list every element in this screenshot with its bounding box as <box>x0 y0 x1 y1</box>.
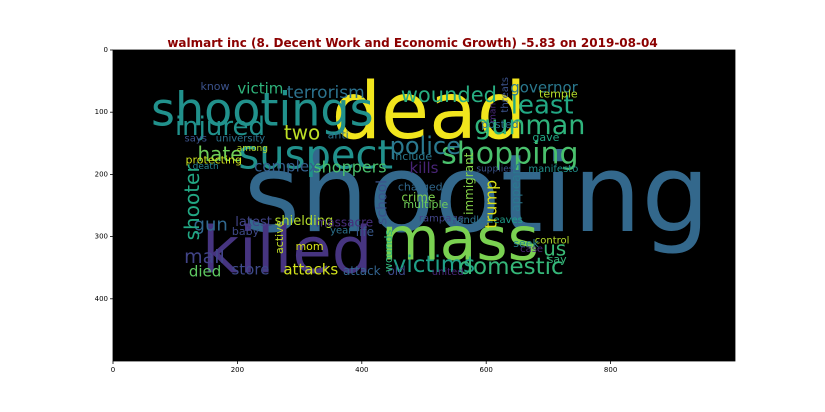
word-seek: seek <box>513 237 539 250</box>
word-say: say <box>548 253 567 266</box>
word-anti: anti <box>328 129 349 142</box>
word-governor: governor <box>510 78 578 96</box>
word-dead: dead <box>332 67 527 157</box>
word-active: active <box>273 220 286 254</box>
word-kills: kills <box>409 159 438 177</box>
word-injured: injured <box>175 112 265 142</box>
y-tick-label: 200 <box>95 170 108 178</box>
y-tick-label: 300 <box>95 233 108 241</box>
y-tick-label: 100 <box>95 108 108 116</box>
word-victim: victim <box>237 80 283 98</box>
plot-frame <box>112 49 736 362</box>
word-wounds: wounds <box>382 229 395 272</box>
word-immigrant: immigrant <box>462 152 476 215</box>
word-rampage: rampage <box>419 214 464 225</box>
word-know: know <box>200 80 229 93</box>
word-us: us <box>543 236 566 260</box>
word-life: life <box>356 225 374 239</box>
word-gun: gun <box>194 214 228 235</box>
word-least: least <box>511 90 574 120</box>
word-wounded: wounded <box>401 83 497 107</box>
word-latest: latest <box>235 215 272 230</box>
word-shoppers: shoppers <box>313 157 386 176</box>
word-terrorism: terrorism <box>287 83 365 103</box>
word-gave: gave <box>532 131 559 144</box>
word-attack: attack <box>343 264 381 278</box>
y-tick-label: 400 <box>95 295 108 303</box>
word-baby: baby <box>232 225 260 238</box>
word-complex: complex <box>254 157 318 175</box>
x-tick-label: 800 <box>604 366 617 374</box>
word-attacks: attacks <box>283 261 338 279</box>
word-says: says <box>184 133 206 144</box>
word-shooter: shooter <box>180 164 204 241</box>
x-tick-label: 400 <box>355 366 368 374</box>
word-handled: handled <box>451 215 491 226</box>
word-multiple: multiple <box>403 198 448 211</box>
word-protecting: protecting <box>186 154 242 167</box>
x-axis: 0 200 400 600 800 <box>111 361 617 374</box>
word-police: police <box>390 132 461 160</box>
word-shootings: shootings <box>151 83 374 137</box>
word-control: control <box>535 235 570 246</box>
word-include: include <box>392 150 432 163</box>
word-charged: charged <box>398 180 443 193</box>
y-axis: 0 100 200 300 400 <box>95 46 113 303</box>
word-shooting: shooting <box>244 132 710 257</box>
word-manifesto: manifesto <box>528 164 578 175</box>
word-suspect: suspect <box>238 133 393 179</box>
x-tick-label: 600 <box>480 366 493 374</box>
word-mall: mall <box>184 246 225 268</box>
x-tick-label: 0 <box>111 366 115 374</box>
word-old: old <box>387 264 405 278</box>
word-school: school <box>374 180 390 225</box>
word-threats: threats <box>500 77 511 113</box>
word-domestic: domestic <box>458 254 563 280</box>
chart-title: walmart inc (8. Decent Work and Economic… <box>167 36 658 50</box>
word-died: died <box>189 262 221 280</box>
word-united: united <box>432 267 464 278</box>
word-shopping: shopping <box>441 136 578 171</box>
y-tick-label: 0 <box>104 46 108 54</box>
word-store: store <box>231 261 269 279</box>
word-killed: killed <box>202 215 372 289</box>
word-crime: crime <box>401 190 435 204</box>
word-death: death <box>193 162 219 172</box>
word-shielding: shielding <box>275 214 334 229</box>
word-appears: appears <box>509 163 523 212</box>
word-posted: posted <box>481 118 519 131</box>
word-year: year <box>330 226 353 237</box>
word-university: university <box>216 133 266 144</box>
word-gunman: gunman <box>474 110 585 141</box>
word-mass: mass <box>381 205 539 275</box>
word-trump: trump <box>482 180 501 229</box>
word-mom: mom <box>295 240 323 253</box>
word-man: man <box>489 103 499 123</box>
x-tick-label: 200 <box>231 366 244 374</box>
word-temple: temple <box>539 88 578 101</box>
word-supplies: supplies <box>476 164 513 174</box>
word-among: among <box>237 144 268 154</box>
plot-background <box>113 50 735 361</box>
word-two: two <box>284 121 320 145</box>
word-case: case <box>520 244 543 255</box>
word-massacre: massacre <box>316 215 374 229</box>
word-victims: victims <box>393 252 475 278</box>
word-leaves: leaves <box>491 215 523 226</box>
word-hate: hate <box>197 142 242 166</box>
